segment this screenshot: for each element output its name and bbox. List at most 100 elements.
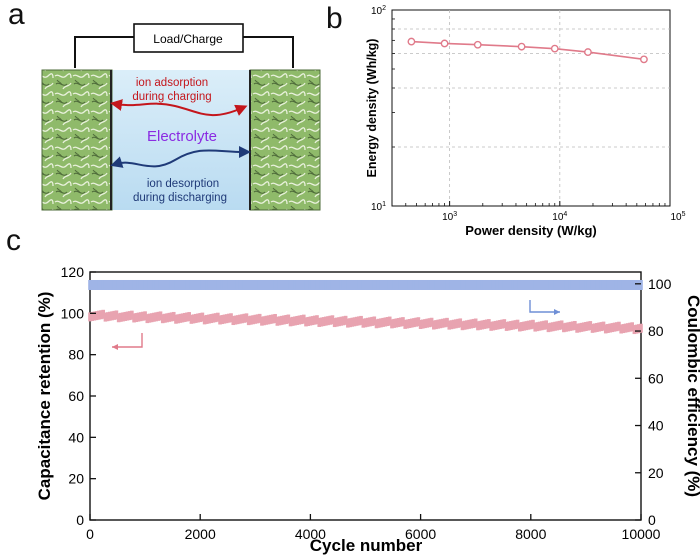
- retention-point: [467, 319, 471, 329]
- efficiency-point: [182, 279, 187, 290]
- retention-point: [343, 315, 348, 325]
- retention-point: [498, 320, 502, 330]
- retention-point: [288, 317, 293, 327]
- efficiency-point: [108, 279, 112, 290]
- cycling-ytick-label: 20: [68, 471, 84, 487]
- retention-point: [163, 313, 167, 323]
- retention-point: [432, 320, 436, 330]
- efficiency-point: [266, 279, 271, 290]
- efficiency-point: [178, 279, 183, 290]
- retention-point: [134, 313, 139, 323]
- retention-point: [249, 315, 253, 325]
- cycling-ytick-label: 40: [68, 429, 84, 445]
- retention-point: [597, 322, 601, 332]
- load-box: [133, 23, 244, 53]
- efficiency-point: [301, 279, 306, 290]
- retention-point: [271, 314, 275, 324]
- retention-point: [101, 309, 106, 319]
- retention-point: [147, 313, 152, 323]
- efficiency-point: [390, 279, 394, 290]
- efficiency-point: [418, 279, 423, 290]
- retention-point: [427, 318, 432, 328]
- retention-point: [614, 322, 619, 332]
- retention-point: [390, 319, 394, 329]
- ragone-ytick-label: 102: [371, 5, 386, 17]
- efficiency-point: [264, 279, 269, 290]
- retention-point: [365, 317, 370, 327]
- efficiency-point: [368, 279, 372, 290]
- retention-point: [403, 319, 407, 329]
- cycling-ytick-label: 0: [76, 512, 84, 528]
- retention-point: [363, 318, 368, 328]
- efficiency-point: [489, 279, 493, 290]
- retention-point: [387, 316, 392, 326]
- retention-point: [97, 310, 101, 320]
- cycling-y2tick-label: 0: [648, 512, 656, 528]
- efficiency-point: [268, 279, 273, 290]
- efficiency-point: [112, 279, 117, 290]
- efficiency-point: [335, 279, 339, 290]
- retention-axis-indicator: [112, 333, 143, 348]
- efficiency-point: [90, 279, 95, 290]
- ragone-point: [584, 48, 592, 56]
- efficiency-point: [398, 279, 403, 290]
- retention-point: [625, 323, 630, 333]
- efficiency-point: [101, 279, 106, 290]
- cycling-y2tick-label: 80: [648, 323, 664, 339]
- efficiency-point: [526, 279, 531, 290]
- efficiency-point: [260, 279, 264, 290]
- panel-label-a: a: [8, 0, 25, 31]
- retention-point: [454, 319, 458, 329]
- retention-point: [429, 317, 434, 327]
- retention-point: [484, 319, 489, 329]
- retention-point: [480, 320, 485, 330]
- cycling-y2tick-label: 100: [648, 276, 672, 292]
- efficiency-point: [94, 279, 99, 290]
- retention-point: [158, 311, 163, 321]
- retention-point: [482, 319, 487, 329]
- retention-point: [319, 317, 324, 327]
- ragone-xtick-label: 104: [552, 211, 567, 223]
- retention-point: [321, 317, 326, 327]
- retention-point: [533, 322, 538, 332]
- efficiency-point: [456, 279, 460, 290]
- efficiency-point: [202, 279, 207, 290]
- retention-point: [297, 315, 302, 325]
- retention-point: [335, 317, 339, 327]
- retention-point: [564, 322, 568, 332]
- retention-point: [562, 323, 566, 333]
- efficiency-point: [581, 279, 586, 290]
- efficiency-point: [207, 279, 211, 290]
- retention-point: [540, 321, 544, 331]
- efficiency-point: [97, 279, 101, 290]
- efficiency-point: [544, 279, 549, 290]
- efficiency-point: [224, 279, 229, 290]
- efficiency-point: [449, 279, 454, 290]
- retention-point: [326, 316, 330, 326]
- retention-point: [264, 315, 269, 325]
- cycling-ytick-label: 120: [61, 264, 85, 280]
- efficiency-point: [476, 279, 480, 290]
- efficiency-point: [438, 279, 443, 290]
- efficiency-point: [553, 279, 557, 290]
- efficiency-point: [363, 279, 368, 290]
- efficiency-point: [235, 279, 240, 290]
- electrolyte-region: [110, 70, 250, 210]
- retention-point: [398, 317, 403, 327]
- retention-point: [506, 321, 511, 331]
- efficiency-point: [529, 279, 533, 290]
- efficiency-point: [394, 279, 399, 290]
- efficiency-point: [352, 279, 357, 290]
- retention-point: [374, 319, 379, 329]
- efficiency-point: [282, 279, 286, 290]
- retention-point: [238, 314, 242, 324]
- efficiency-point: [310, 279, 315, 290]
- cycling-xtick-label: 8000: [515, 526, 546, 542]
- efficiency-point: [515, 279, 520, 290]
- efficiency-point: [522, 279, 526, 290]
- efficiency-point: [328, 279, 333, 290]
- retention-point: [196, 313, 200, 323]
- efficiency-point: [460, 279, 465, 290]
- retention-point: [489, 321, 493, 331]
- retention-point: [357, 316, 361, 326]
